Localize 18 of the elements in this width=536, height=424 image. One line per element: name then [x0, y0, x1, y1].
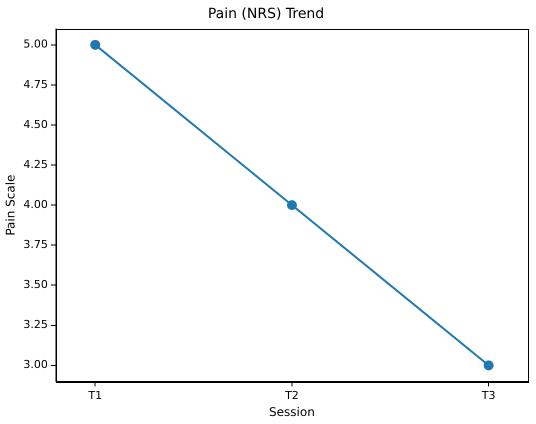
- x-tick-label: T1: [87, 388, 102, 402]
- y-tick-label: 4.50: [23, 118, 48, 131]
- y-tick-label: 4.25: [23, 158, 48, 171]
- y-tick-label: 3.00: [23, 358, 48, 372]
- y-tick-label: 5.00: [23, 38, 48, 51]
- y-tick-label: 3.75: [23, 238, 48, 252]
- y-tick-label: 3.25: [23, 318, 48, 332]
- x-axis-title: Session: [269, 404, 315, 419]
- y-tick-label: 3.50: [23, 278, 48, 292]
- x-tick-label: T3: [480, 388, 496, 402]
- y-tick-label: 4.00: [23, 198, 48, 211]
- point: [484, 360, 494, 370]
- point: [90, 40, 100, 50]
- y-axis-title: Pain Scale: [3, 174, 18, 236]
- point: [286, 200, 297, 210]
- x-tick-label: T2: [284, 388, 299, 402]
- chart-title: Pain (NRS) Trend: [208, 6, 324, 22]
- y-tick-label: 4.75: [23, 78, 48, 91]
